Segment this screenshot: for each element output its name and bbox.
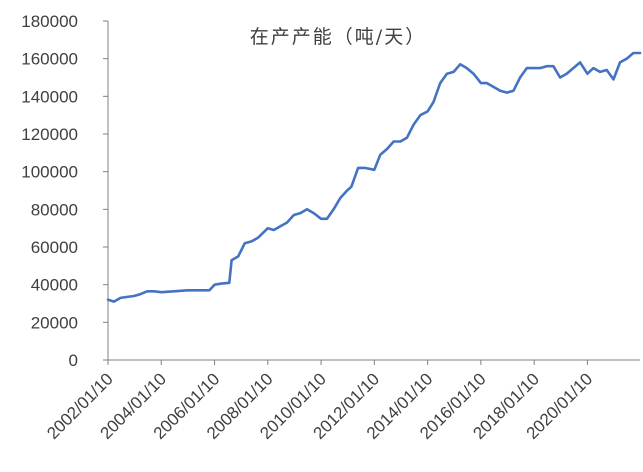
y-tick-label: 160000: [21, 50, 78, 69]
series-layer: [106, 51, 642, 303]
x-axis: 2002/01/102004/01/102006/01/102008/01/10…: [43, 359, 640, 443]
y-tick-label: 0: [69, 351, 78, 370]
y-tick-label: 100000: [21, 163, 78, 182]
y-tick-label: 40000: [31, 276, 78, 295]
series-line-0: [106, 51, 642, 303]
y-tick-label: 180000: [21, 12, 78, 31]
y-tick-label: 140000: [21, 87, 78, 106]
y-tick-label: 80000: [31, 200, 78, 219]
y-tick-label: 60000: [31, 238, 78, 257]
y-axis: 0 20000 40000 60000 80000 100000 120000 140000 1…: [21, 12, 109, 370]
chart-title: 在产产能（吨/天）: [250, 26, 426, 48]
y-tick-label: 120000: [21, 125, 78, 144]
y-tick-label: 20000: [31, 313, 78, 332]
